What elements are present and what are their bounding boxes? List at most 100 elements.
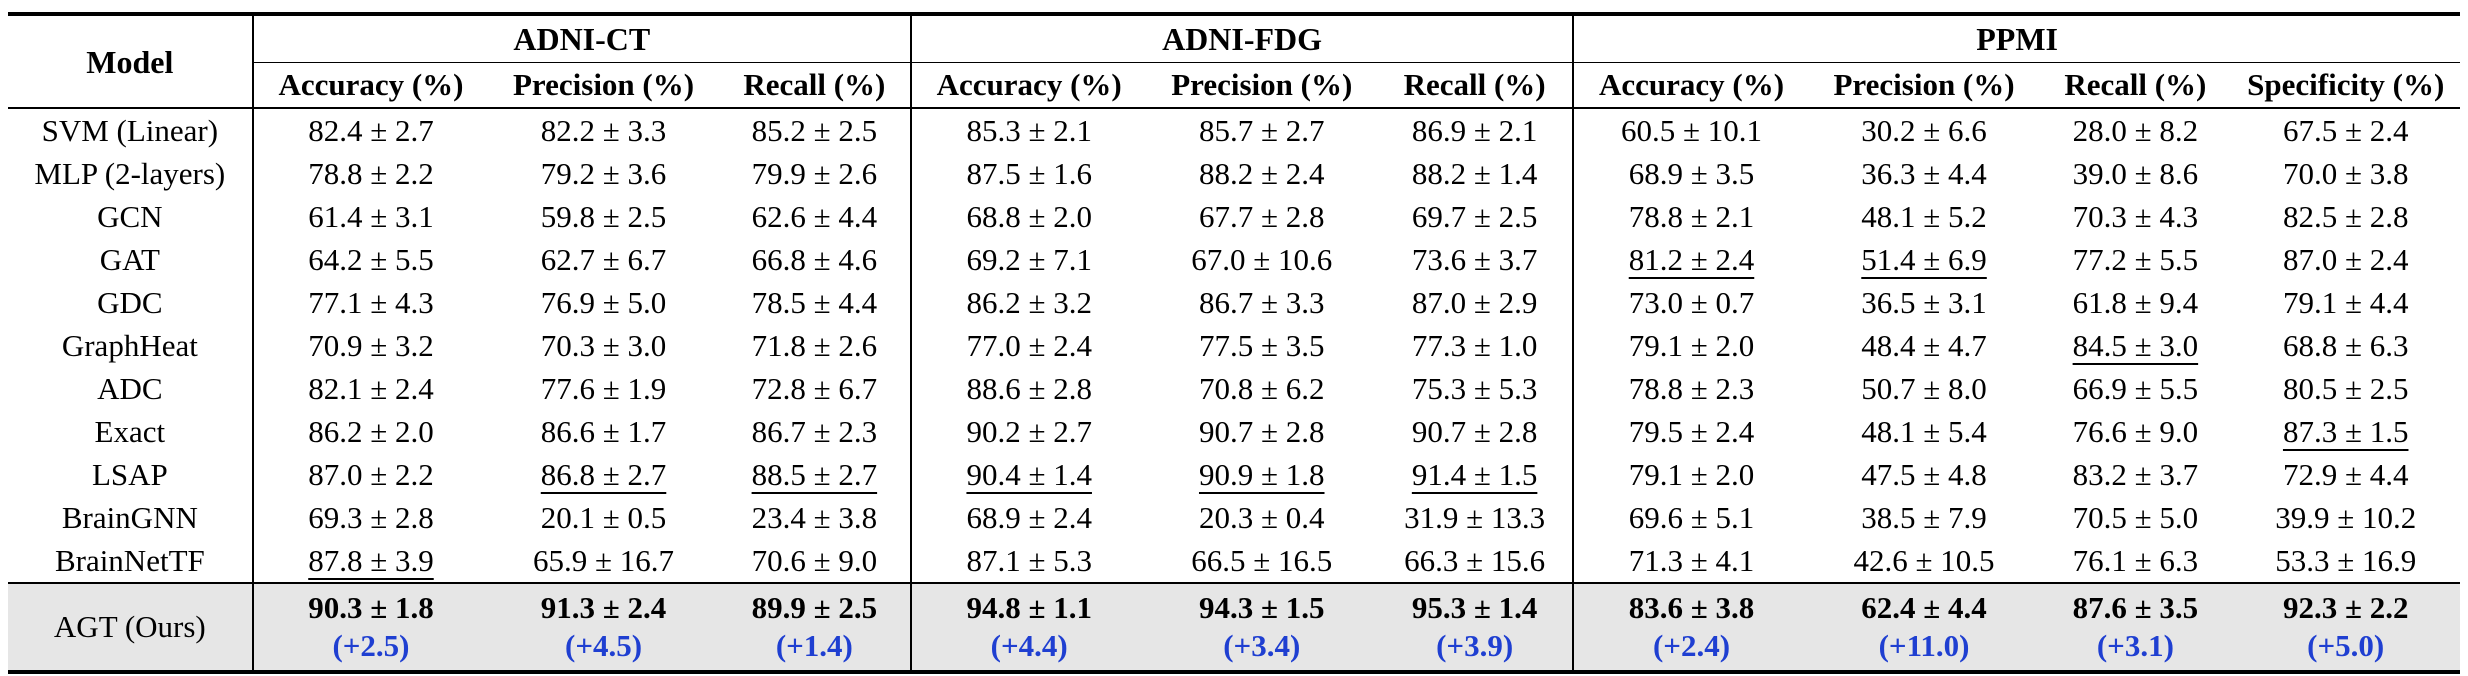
metric-value: 87.0 ± 2.9 <box>1411 284 1538 320</box>
metric-value: 70.3 ± 4.3 <box>2072 198 2199 234</box>
table-row: GDC 77.1 ± 4.3 76.9 ± 5.0 78.5 ± 4.4 86.2 ± … <box>8 281 2460 324</box>
metric-value: 69.3 ± 2.8 <box>308 499 434 535</box>
metric-cell: 61.4 ± 3.1 <box>251 195 489 238</box>
metric-cell: 31.9 ± 13.3 <box>1377 496 1573 539</box>
metric-cell: 79.1 ± 2.0 <box>1572 453 1809 496</box>
metric-cell: 62.7 ± 6.7 <box>488 238 719 281</box>
metric-value: 78.5 ± 4.4 <box>751 284 878 320</box>
metric-value: 72.8 ± 6.7 <box>751 370 878 406</box>
metric-value: 72.9 ± 4.4 <box>2282 456 2409 492</box>
metric-value: 73.0 ± 0.7 <box>1628 284 1755 320</box>
best-value: 94.3 ± 1.5 <box>1198 590 1325 625</box>
metric-cell: 71.8 ± 2.6 <box>719 324 911 367</box>
second-best-value: 90.9 ± 1.8 <box>1198 456 1325 492</box>
metric-cell: 75.3 ± 5.3 <box>1377 367 1573 410</box>
metric-cell-ours: 90.3 ± 1.8 (+2.5) <box>251 582 489 674</box>
metric-cell: 69.2 ± 7.1 <box>909 238 1147 281</box>
model-name-cell: BrainGNN <box>61 499 198 535</box>
metric-cell: 72.8 ± 6.7 <box>719 367 911 410</box>
metric-value: 71.8 ± 2.6 <box>751 327 878 363</box>
group-header-adni-ct: ADNI-CT <box>251 12 911 63</box>
metric-value: 76.6 ± 9.0 <box>2072 413 2199 449</box>
metric-cell: 85.2 ± 2.5 <box>719 108 911 152</box>
metric-value: 85.3 ± 2.1 <box>966 112 1092 148</box>
metric-cell: 82.2 ± 3.3 <box>488 108 719 152</box>
second-best-value: 88.5 ± 2.7 <box>751 456 878 492</box>
improvement-value: (+3.1) <box>2096 628 2174 663</box>
metric-cell: 76.1 ± 6.3 <box>2039 539 2231 583</box>
metric-value: 79.1 ± 4.4 <box>2282 284 2409 320</box>
metric-cell: 69.6 ± 5.1 <box>1572 496 1809 539</box>
metric-cell: 88.5 ± 2.7 <box>719 453 911 496</box>
metric-cell: 66.8 ± 4.6 <box>719 238 911 281</box>
table-row: ADC 82.1 ± 2.4 77.6 ± 1.9 72.8 ± 6.7 88.6 ± … <box>8 367 2460 410</box>
metric-value: 69.6 ± 5.1 <box>1628 499 1755 535</box>
table-row: GCN 61.4 ± 3.1 59.8 ± 2.5 62.6 ± 4.4 68.8 ± … <box>8 195 2460 238</box>
metric-cell: 71.3 ± 4.1 <box>1572 539 1809 583</box>
metric-value: 88.2 ± 2.4 <box>1198 155 1325 191</box>
metric-cell: 86.7 ± 2.3 <box>719 410 911 453</box>
metric-value: 67.7 ± 2.8 <box>1198 198 1325 234</box>
metric-value: 86.7 ± 3.3 <box>1198 284 1325 320</box>
metric-cell: 77.1 ± 4.3 <box>251 281 489 324</box>
metric-cell: 88.2 ± 2.4 <box>1146 152 1377 195</box>
metric-cell: 69.3 ± 2.8 <box>251 496 489 539</box>
metric-cell: 67.0 ± 10.6 <box>1146 238 1377 281</box>
metric-value: 70.6 ± 9.0 <box>751 542 878 578</box>
metric-cell: 51.4 ± 6.9 <box>1809 238 2040 281</box>
metric-cell: 66.3 ± 15.6 <box>1377 539 1573 583</box>
metric-cell-ours: 92.3 ± 2.2 (+5.0) <box>2231 582 2460 674</box>
metric-value: 66.3 ± 15.6 <box>1404 542 1546 578</box>
metric-cell: 70.5 ± 5.0 <box>2039 496 2231 539</box>
metric-value: 66.9 ± 5.5 <box>2072 370 2199 406</box>
metric-value: 88.2 ± 1.4 <box>1411 155 1538 191</box>
metric-value: 87.5 ± 1.6 <box>966 155 1092 191</box>
metric-cell: 70.3 ± 4.3 <box>2039 195 2231 238</box>
metric-value: 86.2 ± 2.0 <box>308 413 434 449</box>
metric-value: 48.1 ± 5.4 <box>1861 413 1987 449</box>
metric-value: 23.4 ± 3.8 <box>751 499 878 535</box>
table-row: BrainNetTF 87.8 ± 3.9 65.9 ± 16.7 70.6 ± 9.… <box>8 539 2460 583</box>
table-row: BrainGNN 69.3 ± 2.8 20.1 ± 0.5 23.4 ± 3.8 68… <box>8 496 2460 539</box>
metric-cell: 90.2 ± 2.7 <box>909 410 1147 453</box>
metric-cell-ours: 94.3 ± 1.5 (+3.4) <box>1146 582 1378 674</box>
table-header: Model ADNI-CT ADNI-FDG PPMI Accuracy (%)… <box>8 12 2460 109</box>
metric-value: 60.5 ± 10.1 <box>1620 112 1762 148</box>
second-best-value: 86.8 ± 2.7 <box>540 456 667 492</box>
metric-cell: 68.9 ± 3.5 <box>1572 152 1809 195</box>
metric-cell: 36.5 ± 3.1 <box>1809 281 2040 324</box>
metric-value: 86.6 ± 1.7 <box>540 413 667 449</box>
best-value: 62.4 ± 4.4 <box>1861 590 1987 625</box>
metric-cell: 70.9 ± 3.2 <box>251 324 489 367</box>
metric-cell-ours: 83.6 ± 3.8 (+2.4) <box>1572 582 1809 674</box>
metric-cell: 79.9 ± 2.6 <box>719 152 911 195</box>
metric-cell: 42.6 ± 10.5 <box>1809 539 2040 583</box>
metric-cell: 79.1 ± 2.0 <box>1572 324 1809 367</box>
metric-value: 48.4 ± 4.7 <box>1861 327 1987 363</box>
metric-header-row: Accuracy (%) Precision (%) Recall (%) Ac… <box>8 62 2460 109</box>
model-name-cell: GDC <box>97 284 163 320</box>
metric-value: 70.0 ± 3.8 <box>2282 155 2409 191</box>
metric-cell: 39.0 ± 8.6 <box>2039 152 2231 195</box>
metric-cell: 79.1 ± 4.4 <box>2231 281 2460 324</box>
metric-value: 79.1 ± 2.0 <box>1628 456 1755 492</box>
metric-cell: 76.6 ± 9.0 <box>2039 410 2231 453</box>
metric-cell: 50.7 ± 8.0 <box>1809 367 2040 410</box>
metric-value: 83.2 ± 3.7 <box>2072 456 2199 492</box>
metric-cell: 69.7 ± 2.5 <box>1377 195 1573 238</box>
metric-value: 90.2 ± 2.7 <box>966 413 1092 449</box>
metric-cell: 73.6 ± 3.7 <box>1377 238 1573 281</box>
metric-value: 76.9 ± 5.0 <box>540 284 667 320</box>
metric-value: 86.9 ± 2.1 <box>1411 112 1538 148</box>
best-value: 92.3 ± 2.2 <box>2282 590 2409 625</box>
metric-value: 69.2 ± 7.1 <box>966 241 1092 277</box>
metric-cell: 67.5 ± 2.4 <box>2231 108 2460 152</box>
metric-value: 48.1 ± 5.2 <box>1861 198 1987 234</box>
metric-cell: 85.3 ± 2.1 <box>909 108 1147 152</box>
metric-value: 87.0 ± 2.4 <box>2282 241 2409 277</box>
metric-value: 79.2 ± 3.6 <box>540 155 667 191</box>
metric-cell: 78.8 ± 2.3 <box>1572 367 1809 410</box>
metric-value: 39.0 ± 8.6 <box>2072 155 2199 191</box>
metric-value: 36.5 ± 3.1 <box>1861 284 1987 320</box>
table-row: Exact 86.2 ± 2.0 86.6 ± 1.7 86.7 ± 2.3 90.2 … <box>8 410 2460 453</box>
